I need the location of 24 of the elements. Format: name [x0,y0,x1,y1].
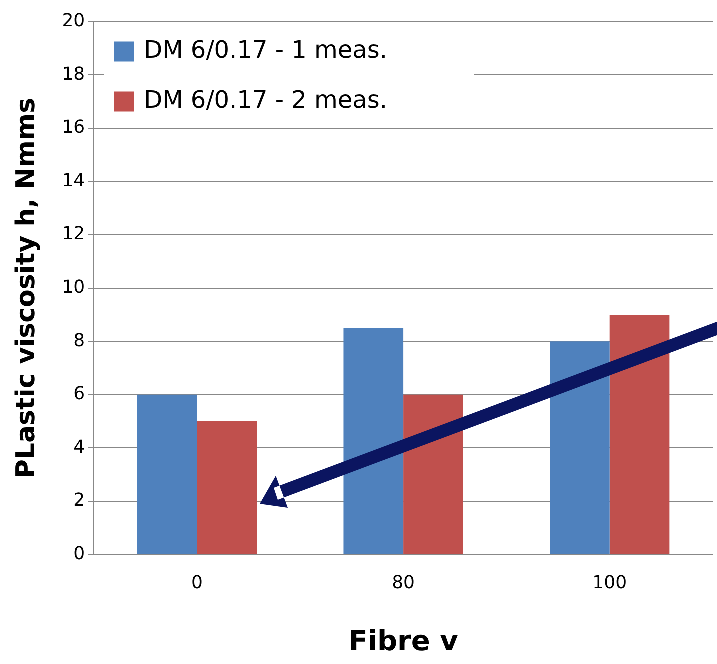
y-tick-label: 4 [74,436,86,458]
bar [550,342,610,554]
bar [137,394,198,554]
y-tick-label: 6 [74,384,86,405]
bar [197,422,258,554]
x-axis-title: Fibre v [348,624,458,658]
y-tick-label: 0 [74,543,86,564]
y-axis-title: PLastic viscosity h, Nmms [11,98,42,479]
legend-label: DM 6/0.17 - 2 meas. [144,86,388,114]
x-tick-label: 100 [592,572,628,594]
y-tick-label: 16 [62,117,86,138]
y-tick-label: 8 [74,330,86,352]
y-tick-label: 18 [62,64,86,85]
x-tick-label: 0 [192,572,203,594]
bar [344,328,404,554]
bar [610,314,670,554]
y-tick-label: 12 [62,224,86,245]
y-tick-label: 10 [62,276,86,298]
bar [404,394,464,554]
legend-label: DM 6/0.17 - 1 meas. [144,36,388,64]
y-tick-label: 14 [62,170,86,192]
y-tick-label: 20 [62,10,86,32]
y-tick-label: 2 [74,490,86,512]
x-tick-label: 80 [392,572,416,594]
